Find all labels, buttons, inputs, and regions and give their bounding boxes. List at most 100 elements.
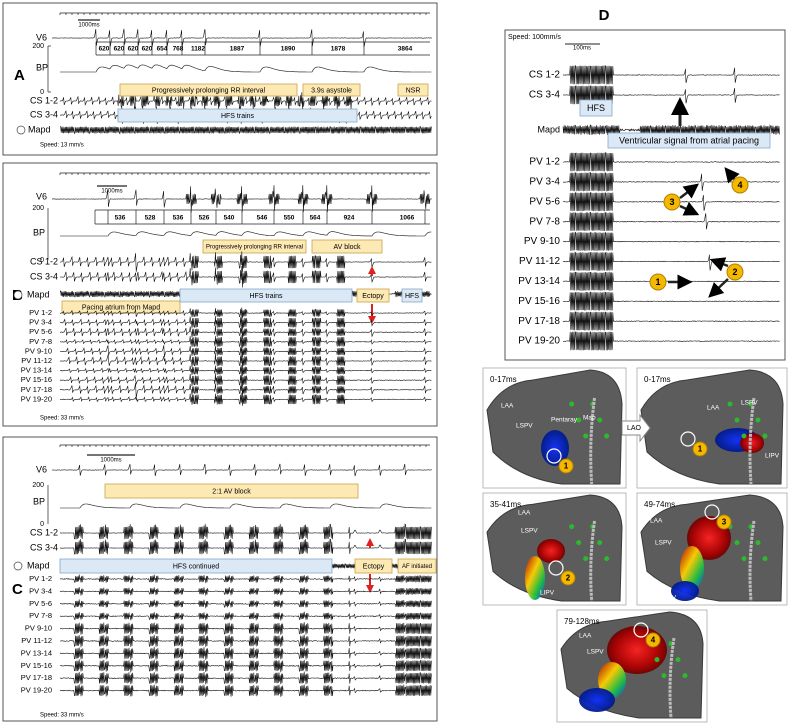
lead-label: PV 9-10	[25, 624, 52, 633]
electrode	[569, 524, 575, 530]
map-label: LAA	[501, 403, 514, 410]
interval-value: 620	[99, 46, 110, 53]
lead-label: BP	[36, 62, 48, 72]
electrode	[583, 556, 589, 562]
lead-label: PV 13-14	[21, 366, 52, 375]
trace	[59, 324, 432, 339]
speed-label: Speed: 13 mm/s	[40, 143, 84, 149]
lead-label: PV 11-12	[21, 356, 52, 365]
marker-number: 1	[698, 445, 703, 454]
annotation-box	[61, 300, 181, 314]
trace	[59, 352, 432, 369]
map-label: LAA	[707, 405, 720, 412]
trace	[562, 231, 780, 251]
trace	[59, 574, 432, 584]
panel-label: D	[599, 7, 610, 24]
trace	[60, 251, 432, 273]
marker-badge	[726, 263, 744, 281]
trace	[59, 372, 432, 388]
trace	[59, 599, 432, 609]
activation-blob	[525, 556, 545, 600]
marker-number: 4	[651, 636, 656, 645]
pointer-arrow	[679, 201, 700, 216]
marker-badge	[731, 176, 749, 194]
lead-label: PV 9-10	[25, 346, 52, 355]
trace	[51, 185, 432, 213]
interval-value: 550	[284, 215, 295, 222]
lead-label: CS 3-4	[30, 542, 58, 552]
annotation: Ectopy	[363, 563, 385, 570]
annotation-box	[119, 83, 298, 97]
trace	[59, 364, 432, 376]
electrode	[576, 417, 582, 423]
map-time: 49-74ms	[644, 500, 675, 509]
map-label: LIPV	[662, 595, 677, 602]
lead-label: PV 1-2	[529, 157, 560, 168]
lead-label: Mapd	[27, 560, 50, 570]
panel-a-frame	[2, 2, 438, 156]
lead-label: BP	[33, 496, 45, 506]
trace	[562, 65, 780, 85]
map-time: 0-17ms	[490, 375, 517, 384]
map-label: LAA	[518, 510, 531, 517]
lead-label: PV 13-14	[21, 648, 52, 657]
hfs-box	[59, 558, 333, 574]
electrode	[597, 417, 603, 423]
marker-number: 3	[722, 518, 727, 527]
hfs-box	[179, 288, 353, 303]
atrium-shape	[640, 369, 784, 485]
trace	[60, 611, 432, 621]
interval-value: 536	[115, 215, 126, 222]
trace	[59, 91, 432, 111]
trace	[59, 523, 432, 540]
trace	[59, 126, 432, 135]
catheter	[589, 520, 597, 602]
scale-label: 1000ms	[78, 23, 99, 29]
catheter	[589, 397, 597, 485]
activation-map: 0-17ms LAA LSPV LIPV 1	[636, 367, 788, 489]
lead-label: V6	[36, 191, 47, 201]
scale-label: 100ms	[573, 46, 591, 52]
annotation: Ectopy	[362, 293, 384, 300]
electrode	[576, 540, 582, 546]
activation-blob	[671, 581, 699, 601]
annotation: 3.9s asystole	[311, 87, 352, 94]
lead-label: PV 7-8	[29, 611, 52, 620]
scale-label: 1000ms	[100, 458, 121, 464]
map-label: LSPV	[516, 423, 533, 430]
lead-label: PV 19-20	[21, 394, 52, 403]
lead-label: PV 1-2	[29, 574, 52, 583]
trace	[59, 659, 432, 673]
map-label: LAA	[579, 633, 592, 640]
interval-value: 540	[224, 215, 235, 222]
trace	[60, 634, 432, 648]
trace	[59, 646, 432, 660]
pointer-arrow	[708, 278, 729, 298]
annotation: Progressively prolonging RR interval	[152, 87, 266, 94]
activation-blob	[740, 433, 764, 453]
interval-value: 1887	[230, 46, 245, 53]
marker-number: 4	[737, 180, 742, 190]
lead-label: PV 5-6	[29, 599, 52, 608]
trace	[59, 538, 432, 555]
electrode	[755, 540, 761, 546]
pentaray-ring	[704, 504, 720, 520]
electrode	[734, 540, 740, 546]
panel-d-frame	[504, 29, 786, 361]
lead-label: PV 17-18	[21, 385, 52, 394]
trace	[562, 291, 780, 311]
bp-axis-label: 200	[32, 43, 44, 50]
mapd-icon	[16, 125, 26, 135]
electrode	[604, 433, 610, 439]
map-label: Map	[583, 415, 596, 422]
trace	[59, 315, 432, 330]
lead-label: PV 9-10	[524, 236, 561, 247]
electrode	[762, 433, 768, 439]
trace	[59, 392, 432, 406]
lead-label: PV 3-4	[529, 177, 560, 188]
panel-c-frame	[2, 436, 438, 722]
electrode	[569, 401, 575, 407]
lead-label: V6	[36, 464, 47, 474]
annotation: HFS	[587, 103, 605, 113]
lead-label: CS 3-4	[30, 109, 58, 119]
